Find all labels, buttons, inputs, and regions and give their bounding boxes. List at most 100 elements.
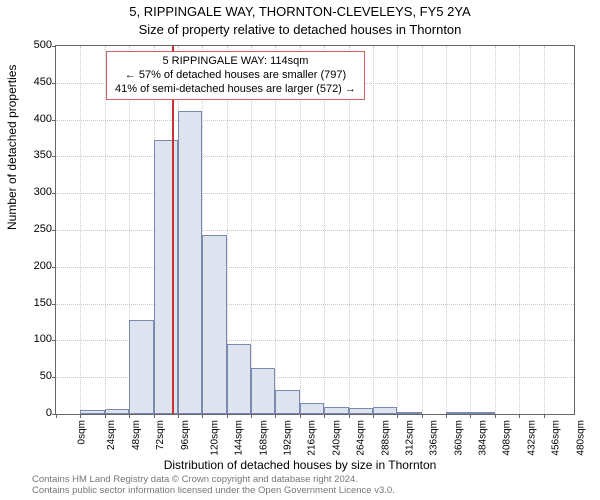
xtick-label: 384sqm bbox=[478, 420, 489, 456]
ytick-mark bbox=[52, 267, 56, 268]
xtick-label: 192sqm bbox=[283, 420, 294, 456]
histogram-bar bbox=[178, 111, 202, 414]
histogram-bar bbox=[470, 412, 494, 414]
xtick-mark bbox=[324, 414, 325, 418]
xtick-mark bbox=[251, 414, 252, 418]
xtick-mark bbox=[300, 414, 301, 418]
gridline-v bbox=[544, 46, 545, 414]
chart-title-sub: Size of property relative to detached ho… bbox=[0, 22, 600, 37]
xtick-label: 264sqm bbox=[356, 420, 367, 456]
xtick-label: 432sqm bbox=[526, 420, 537, 456]
histogram-bar bbox=[275, 390, 299, 414]
gridline-h bbox=[56, 230, 574, 231]
histogram-bar bbox=[202, 235, 226, 414]
gridline-h bbox=[56, 156, 574, 157]
gridline-v bbox=[495, 46, 496, 414]
info-box-line3: 41% of semi-detached houses are larger (… bbox=[115, 83, 356, 97]
xtick-mark bbox=[349, 414, 350, 418]
gridline-v bbox=[300, 46, 301, 414]
xtick-mark bbox=[227, 414, 228, 418]
gridline-v bbox=[397, 46, 398, 414]
histogram-bar bbox=[373, 407, 397, 414]
footer-attribution: Contains HM Land Registry data © Crown c… bbox=[32, 475, 395, 497]
y-axis-label: Number of detached properties bbox=[5, 65, 19, 230]
xtick-mark bbox=[178, 414, 179, 418]
xtick-mark bbox=[105, 414, 106, 418]
info-box-line2: ← 57% of detached houses are smaller (79… bbox=[115, 69, 356, 83]
gridline-h bbox=[56, 120, 574, 121]
histogram-bar bbox=[349, 408, 373, 414]
ytick-mark bbox=[52, 46, 56, 47]
gridline-v bbox=[251, 46, 252, 414]
ytick-label: 250 bbox=[12, 223, 52, 235]
histogram-bar bbox=[129, 320, 153, 414]
xtick-mark bbox=[275, 414, 276, 418]
ytick-label: 450 bbox=[12, 76, 52, 88]
histogram-bar bbox=[300, 403, 324, 414]
gridline-v bbox=[105, 46, 106, 414]
gridline-v bbox=[519, 46, 520, 414]
histogram-bar bbox=[397, 412, 421, 414]
histogram-bar bbox=[324, 407, 348, 414]
ytick-label: 300 bbox=[12, 186, 52, 198]
chart-title-main: 5, RIPPINGALE WAY, THORNTON-CLEVELEYS, F… bbox=[0, 4, 600, 19]
ytick-label: 350 bbox=[12, 149, 52, 161]
gridline-v bbox=[275, 46, 276, 414]
histogram-bar bbox=[227, 344, 251, 414]
gridline-h bbox=[56, 193, 574, 194]
gridline-v bbox=[373, 46, 374, 414]
histogram-bar bbox=[251, 368, 275, 414]
ytick-label: 100 bbox=[12, 333, 52, 345]
ytick-label: 50 bbox=[12, 370, 52, 382]
chart-plot-area: 5 RIPPINGALE WAY: 114sqm← 57% of detache… bbox=[55, 45, 575, 415]
ytick-label: 200 bbox=[12, 260, 52, 272]
ytick-mark bbox=[52, 120, 56, 121]
xtick-mark bbox=[56, 414, 57, 418]
xtick-mark bbox=[397, 414, 398, 418]
xtick-label: 168sqm bbox=[258, 420, 269, 456]
xtick-label: 144sqm bbox=[234, 420, 245, 456]
xtick-mark bbox=[470, 414, 471, 418]
xtick-label: 120sqm bbox=[209, 420, 220, 456]
reference-line bbox=[172, 46, 174, 414]
ytick-mark bbox=[52, 83, 56, 84]
ytick-label: 500 bbox=[12, 39, 52, 51]
ytick-mark bbox=[52, 377, 56, 378]
xtick-label: 312sqm bbox=[404, 420, 415, 456]
ytick-mark bbox=[52, 193, 56, 194]
ytick-mark bbox=[52, 304, 56, 305]
gridline-h bbox=[56, 304, 574, 305]
ytick-label: 400 bbox=[12, 113, 52, 125]
xtick-label: 240sqm bbox=[331, 420, 342, 456]
gridline-v bbox=[422, 46, 423, 414]
histogram-bar bbox=[154, 140, 178, 414]
xtick-label: 72sqm bbox=[155, 420, 166, 450]
xtick-mark bbox=[129, 414, 130, 418]
x-axis-label: Distribution of detached houses by size … bbox=[0, 458, 600, 472]
xtick-label: 216sqm bbox=[307, 420, 318, 456]
xtick-mark bbox=[202, 414, 203, 418]
xtick-mark bbox=[495, 414, 496, 418]
xtick-label: 0sqm bbox=[76, 420, 87, 444]
xtick-label: 288sqm bbox=[380, 420, 391, 456]
xtick-label: 48sqm bbox=[131, 420, 142, 450]
xtick-label: 456sqm bbox=[551, 420, 562, 456]
xtick-label: 480sqm bbox=[575, 420, 586, 456]
xtick-label: 96sqm bbox=[180, 420, 191, 450]
ytick-label: 0 bbox=[12, 407, 52, 419]
ytick-mark bbox=[52, 340, 56, 341]
gridline-v bbox=[324, 46, 325, 414]
ytick-label: 150 bbox=[12, 297, 52, 309]
histogram-bar bbox=[446, 412, 470, 414]
xtick-mark bbox=[373, 414, 374, 418]
xtick-label: 336sqm bbox=[429, 420, 440, 456]
xtick-label: 408sqm bbox=[502, 420, 513, 456]
ytick-mark bbox=[52, 230, 56, 231]
xtick-mark bbox=[422, 414, 423, 418]
footer-line2: Contains public sector information licen… bbox=[32, 486, 395, 497]
gridline-v bbox=[80, 46, 81, 414]
info-box-line1: 5 RIPPINGALE WAY: 114sqm bbox=[115, 55, 356, 69]
ytick-mark bbox=[52, 156, 56, 157]
xtick-mark bbox=[154, 414, 155, 418]
info-box: 5 RIPPINGALE WAY: 114sqm← 57% of detache… bbox=[106, 51, 365, 100]
